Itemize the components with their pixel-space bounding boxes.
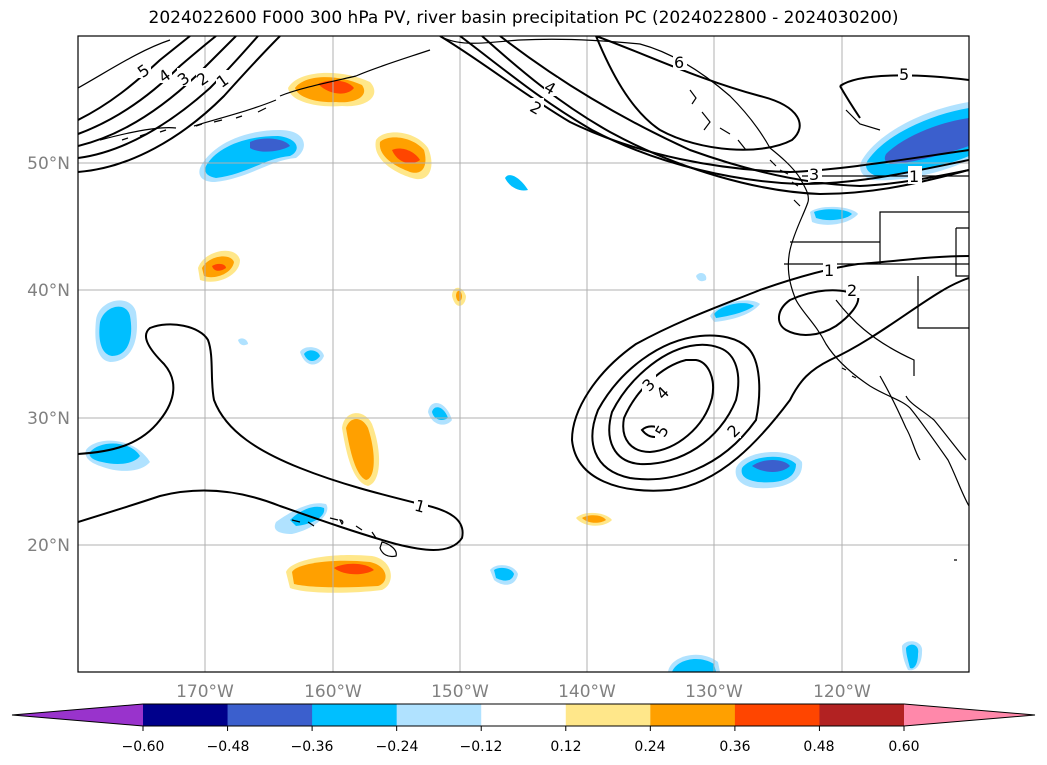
colorbar-segment xyxy=(819,704,905,726)
precip-patch xyxy=(582,515,606,523)
precip-patch xyxy=(714,303,754,318)
precip-patch xyxy=(672,658,716,672)
west-coast xyxy=(787,201,969,507)
contour-line xyxy=(499,36,969,188)
lat-tick-label: 40°N xyxy=(27,281,70,301)
contour-label: 6 xyxy=(674,53,684,72)
colorbar-tick-labels: −0.60 −0.48 −0.36 −0.24 −0.12 0.12 0.24 … xyxy=(122,739,920,755)
colorbar-tick-label: 0.24 xyxy=(634,739,665,755)
map-frame xyxy=(77,35,970,673)
precip-patch xyxy=(89,443,140,464)
colorbar-segment xyxy=(565,704,651,726)
lat-tick-label: 30°N xyxy=(27,409,70,429)
precip-patch xyxy=(432,407,448,420)
contour-line xyxy=(839,74,969,119)
colorbar-tick-label: −0.48 xyxy=(207,739,250,755)
contour-label: 1 xyxy=(824,261,834,280)
precip-patch xyxy=(494,567,514,581)
precip-patch xyxy=(250,138,290,152)
contour-label: 5 xyxy=(899,65,909,84)
colorbar-tick-label: 0.48 xyxy=(803,739,834,755)
lon-tick-label: 120°W xyxy=(813,682,871,702)
colorbar-tick-label: 0.12 xyxy=(550,739,581,755)
contour-label: 1 xyxy=(413,496,428,517)
contour-line xyxy=(78,36,281,173)
contour-line xyxy=(439,36,969,174)
alaska-coast xyxy=(78,36,809,203)
map-title: 2024022600 F000 300 hPa PV, river basin … xyxy=(148,8,899,28)
lon-tick-label: 160°W xyxy=(304,682,362,702)
precip-patch xyxy=(392,148,420,164)
lat-tick-labels: 50°N 40°N 30°N 20°N xyxy=(27,154,70,556)
contour-label: 2 xyxy=(847,281,857,300)
contour-line xyxy=(78,36,237,147)
contour-line xyxy=(595,36,801,151)
precip-patch xyxy=(304,350,320,361)
coastlines xyxy=(78,36,969,561)
baja xyxy=(879,375,967,461)
colorbar-extend-max xyxy=(904,704,1035,726)
precip-patch xyxy=(906,644,919,669)
contour-line xyxy=(778,289,860,336)
lat-tick-label: 50°N xyxy=(27,154,70,174)
contour-line xyxy=(78,36,191,121)
colorbar-tick-label: 0.60 xyxy=(888,739,919,755)
contour-line xyxy=(591,334,761,481)
contour-line xyxy=(622,359,714,454)
colorbar-segment xyxy=(734,704,820,726)
colorbar-tick-label: −0.36 xyxy=(291,739,334,755)
precip-patch xyxy=(334,563,374,575)
contour-line xyxy=(78,323,464,551)
contour-line xyxy=(570,255,969,492)
colorbar-extend-min xyxy=(12,704,143,726)
lat-tick-label: 20°N xyxy=(27,536,70,556)
contour-line xyxy=(78,36,217,135)
lon-tick-label: 150°W xyxy=(431,682,489,702)
precip-patch xyxy=(696,273,707,282)
pv-contours xyxy=(78,36,969,551)
precip-patch xyxy=(238,338,248,346)
precip-patch xyxy=(318,80,354,94)
contour-line xyxy=(459,36,969,186)
contour-label: 3 xyxy=(809,165,819,184)
aleutians xyxy=(121,107,267,141)
colorbar-tick-label: 0.36 xyxy=(719,739,750,755)
colorbar-tick-label: −0.60 xyxy=(122,739,165,755)
lon-tick-label: 170°W xyxy=(176,682,234,702)
precip-patch xyxy=(505,175,528,191)
contour-line xyxy=(608,343,740,466)
colorbar-segment xyxy=(312,704,398,726)
contour-label-group: 5 4 3 2 1 6 4 2 3 5 1 2 1 3 4 5 2 1 xyxy=(134,52,922,517)
contour-line xyxy=(78,36,259,159)
colorbar-segment xyxy=(143,704,229,726)
dots xyxy=(339,367,957,561)
precip-patch xyxy=(212,263,226,271)
bc-islands xyxy=(689,89,801,207)
lon-tick-label: 140°W xyxy=(558,682,616,702)
colorbar xyxy=(11,703,1036,731)
precip-patch xyxy=(99,306,132,356)
precip-patch xyxy=(346,419,374,480)
lon-tick-labels: 170°W 160°W 150°W 140°W 130°W 120°W xyxy=(176,682,871,702)
colorbar-segment xyxy=(481,704,567,726)
contour-label: 1 xyxy=(909,167,919,186)
lon-tick-label: 130°W xyxy=(685,682,743,702)
precip-patch xyxy=(752,460,790,472)
colorbar-tick-label: −0.24 xyxy=(376,739,419,755)
colorbar-tick-label: −0.12 xyxy=(460,739,503,755)
colorbar-segment xyxy=(227,704,313,726)
colorbar-segment xyxy=(396,704,482,726)
colorbar-segment xyxy=(650,704,736,726)
hawaii xyxy=(291,517,397,558)
